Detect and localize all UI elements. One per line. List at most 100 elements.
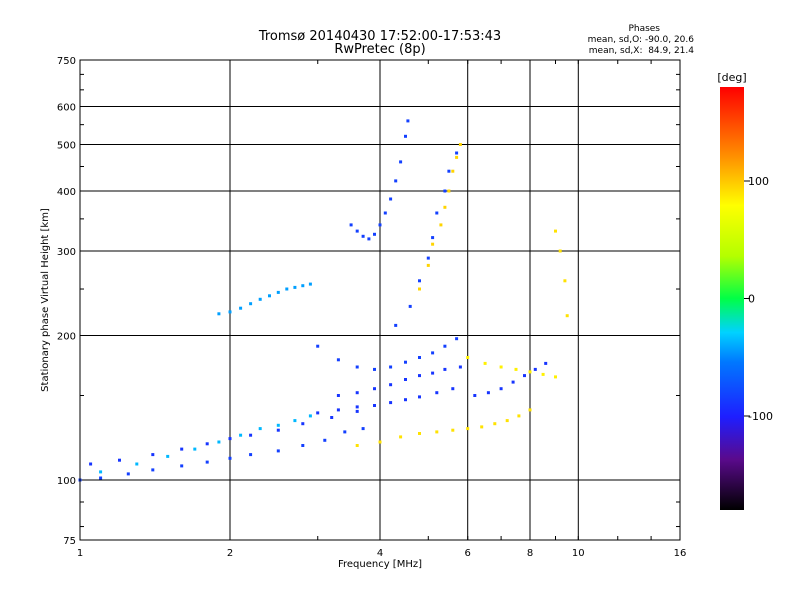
data-point bbox=[373, 367, 376, 371]
data-point bbox=[367, 237, 371, 241]
data-point bbox=[323, 438, 327, 442]
data-point bbox=[99, 470, 103, 474]
data-point bbox=[404, 398, 407, 402]
data-point bbox=[554, 375, 557, 379]
trace-o-upper bbox=[394, 151, 459, 327]
data-point bbox=[418, 287, 421, 291]
data-point bbox=[349, 223, 353, 227]
data-point bbox=[355, 391, 359, 395]
data-point bbox=[361, 427, 365, 431]
grid-lines bbox=[80, 60, 680, 540]
data-point bbox=[517, 414, 521, 418]
x-axis-label: Frequency [MHz] bbox=[338, 559, 422, 570]
data-point bbox=[431, 351, 435, 355]
data-point bbox=[378, 440, 382, 444]
y-tick-label: 75 bbox=[63, 536, 76, 547]
data-point bbox=[330, 416, 334, 419]
data-point bbox=[399, 435, 403, 439]
phases-x-line: mean, sd,X: 84.9, 21.4 bbox=[589, 46, 695, 56]
data-point bbox=[389, 383, 393, 387]
data-point bbox=[373, 232, 376, 236]
data-point bbox=[239, 433, 243, 437]
data-point bbox=[301, 422, 305, 426]
data-point bbox=[389, 365, 393, 369]
data-point bbox=[455, 337, 459, 341]
data-point bbox=[249, 453, 253, 457]
trace-x-right bbox=[554, 229, 569, 318]
colorbar-ticks: 100 0 -100 bbox=[744, 175, 773, 423]
chart-title: Tromsø 20140430 17:52:00-17:53:43 bbox=[258, 29, 501, 44]
data-point bbox=[443, 189, 447, 193]
y-tick-label: 400 bbox=[57, 187, 76, 198]
data-point bbox=[486, 391, 490, 395]
data-point bbox=[499, 387, 503, 391]
data-point bbox=[458, 365, 462, 369]
data-point bbox=[493, 422, 497, 426]
data-point bbox=[316, 344, 320, 348]
trace-o-f2-1 bbox=[336, 365, 462, 397]
data-point bbox=[404, 360, 407, 364]
data-point bbox=[528, 408, 532, 412]
data-point bbox=[558, 249, 562, 253]
data-point bbox=[439, 223, 443, 227]
colorbar-tick-label: -100 bbox=[748, 410, 773, 423]
data-point bbox=[435, 211, 439, 215]
data-point bbox=[523, 374, 526, 378]
data-point bbox=[355, 365, 359, 369]
data-point bbox=[394, 323, 398, 327]
trace-x-f bbox=[466, 356, 557, 379]
x-tick-label: 2 bbox=[227, 548, 233, 559]
data-point bbox=[466, 427, 470, 431]
data-point bbox=[435, 391, 439, 395]
data-point bbox=[126, 472, 130, 476]
data-point bbox=[205, 442, 209, 446]
data-point bbox=[301, 444, 305, 447]
data-point bbox=[541, 372, 545, 376]
data-point bbox=[473, 394, 477, 397]
data-point bbox=[316, 411, 320, 415]
data-point bbox=[383, 211, 387, 215]
data-point bbox=[293, 419, 297, 423]
data-point bbox=[389, 197, 393, 201]
data-point bbox=[180, 447, 184, 451]
data-point bbox=[276, 449, 280, 453]
trace-x-upper bbox=[418, 143, 462, 291]
data-point bbox=[217, 312, 221, 316]
data-point bbox=[180, 464, 184, 468]
data-point bbox=[389, 401, 393, 405]
data-point bbox=[193, 447, 197, 451]
phases-o-line: mean, sd,O: -90.0, 20.6 bbox=[588, 35, 695, 45]
data-point bbox=[408, 304, 412, 308]
data-point bbox=[336, 358, 340, 362]
data-point bbox=[361, 234, 365, 238]
data-point bbox=[151, 453, 155, 457]
data-point bbox=[276, 428, 280, 432]
data-point bbox=[99, 476, 103, 480]
trace-cyan-low bbox=[99, 414, 312, 474]
data-points bbox=[78, 119, 569, 482]
data-point bbox=[563, 279, 567, 283]
data-point bbox=[554, 229, 557, 233]
data-point bbox=[505, 419, 509, 423]
x-tick-label: 4 bbox=[377, 548, 383, 559]
y-tick-label: 200 bbox=[57, 332, 76, 343]
y-axis-label: Stationary phase Virtual Height [km] bbox=[40, 208, 51, 392]
data-point bbox=[451, 387, 455, 391]
data-point bbox=[435, 430, 439, 434]
data-point bbox=[166, 454, 170, 458]
data-point bbox=[308, 282, 312, 286]
data-point bbox=[217, 440, 221, 444]
data-point bbox=[404, 378, 407, 381]
data-point bbox=[418, 356, 421, 359]
x-tick-label: 1 bbox=[77, 548, 83, 559]
y-tick-label: 500 bbox=[57, 141, 76, 152]
data-point bbox=[258, 427, 262, 431]
data-point bbox=[483, 361, 487, 365]
data-point bbox=[399, 160, 403, 164]
x-tick-label: 16 bbox=[674, 548, 687, 559]
data-point bbox=[355, 229, 359, 233]
data-point bbox=[301, 284, 305, 288]
colorbar-tick-label: 100 bbox=[748, 175, 769, 188]
data-point bbox=[276, 290, 280, 294]
trace-o-f2-2 bbox=[316, 387, 455, 415]
